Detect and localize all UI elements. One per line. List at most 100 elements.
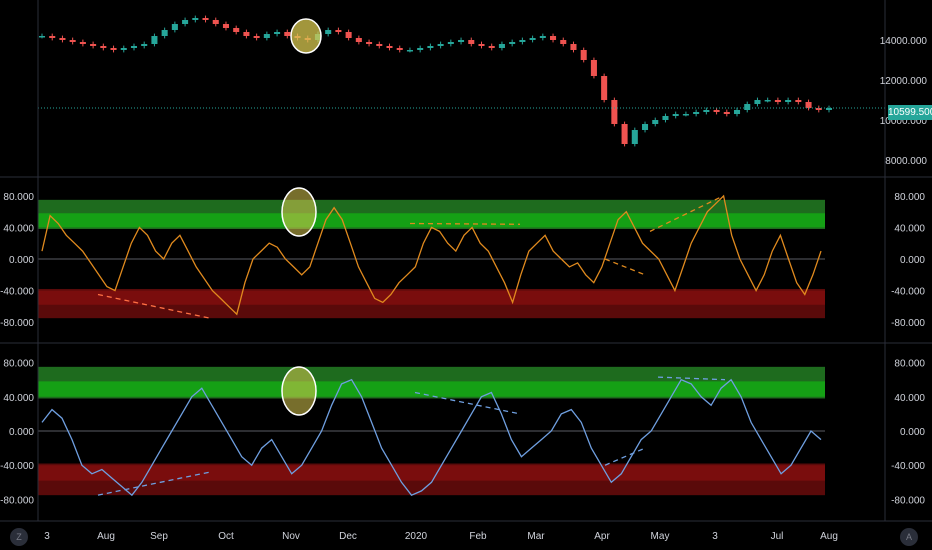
osc-axis-label-right: -80.000	[891, 495, 925, 506]
candle-body	[825, 108, 833, 110]
timezone-button[interactable]: Z	[10, 528, 28, 546]
time-axis-label: Oct	[218, 531, 234, 542]
candle-body	[713, 110, 720, 112]
time-axis-label: Jul	[771, 531, 784, 542]
candle-body	[130, 46, 138, 48]
auto-scale-button[interactable]: A	[900, 528, 918, 546]
candle-body	[284, 32, 291, 36]
divergence-line	[97, 471, 211, 496]
candle-body	[212, 20, 219, 24]
highlight-marker	[290, 18, 322, 54]
candle-body	[49, 36, 56, 38]
osc-axis-label-right: -40.000	[891, 287, 925, 298]
candle-body	[325, 30, 332, 34]
osc-axis-label-right: 80.000	[894, 359, 925, 370]
oscillator-line	[41, 194, 822, 316]
candle-body	[682, 114, 689, 116]
price-pane[interactable]	[38, 15, 885, 147]
candle-body	[478, 44, 485, 46]
candle-body	[488, 46, 495, 48]
candle-body	[519, 40, 526, 42]
overbought-inner-zone	[38, 213, 825, 228]
oscillator-pane-2[interactable]	[38, 366, 825, 497]
candle-body	[386, 46, 393, 48]
time-axis-label: Feb	[469, 531, 487, 542]
candle-body	[652, 120, 659, 124]
oversold-inner-zone	[38, 465, 825, 481]
candle-body	[447, 42, 454, 44]
price-axis-label: 12000.000	[880, 76, 928, 87]
time-axis-label: Aug	[97, 531, 115, 542]
time-axis-label: Sep	[150, 531, 168, 542]
candle-body	[253, 36, 260, 38]
candle-body	[345, 32, 352, 38]
osc-axis-label-right: -80.000	[891, 318, 925, 329]
osc-axis-label-right: 80.000	[894, 192, 925, 203]
candle-body	[570, 44, 577, 50]
candle-body	[621, 124, 628, 144]
osc-axis-label-left: -40.000	[0, 287, 34, 298]
osc-axis-label-left: 80.000	[3, 192, 34, 203]
candle-body	[733, 110, 741, 114]
overbought-inner-zone	[38, 381, 825, 397]
time-axis-label: Mar	[527, 531, 545, 542]
candle-body	[662, 116, 669, 120]
candle-body	[498, 44, 505, 48]
candle-body	[335, 30, 342, 32]
candle-body	[815, 108, 822, 110]
osc-axis-label-left: 40.000	[3, 393, 34, 404]
candle-body	[79, 42, 86, 44]
candle-body	[754, 100, 761, 104]
candle-body	[539, 36, 546, 38]
candle-body	[376, 44, 383, 46]
candle-body	[693, 112, 700, 114]
osc-axis-label-left: 40.000	[3, 223, 34, 234]
candle-body	[774, 100, 781, 102]
candle-body	[366, 42, 373, 44]
osc-axis-label-right: -40.000	[891, 461, 925, 472]
oscillator-line	[41, 378, 822, 497]
candle-body	[396, 48, 403, 50]
highlight-marker	[281, 187, 317, 237]
candle-body	[723, 112, 730, 114]
time-axis-label: Nov	[282, 531, 300, 542]
time-axis-label: Dec	[339, 531, 357, 542]
candle-body	[417, 48, 424, 50]
divergence-line	[604, 447, 646, 466]
candle-body	[233, 28, 240, 32]
time-axis-label: 2020	[405, 531, 428, 542]
osc-axis-label-left: -80.000	[0, 495, 34, 506]
candle-body	[764, 100, 771, 102]
oscillator-pane-1[interactable]	[38, 187, 825, 319]
candle-body	[468, 40, 475, 44]
candle-body	[171, 24, 178, 30]
divergence-line	[649, 196, 721, 232]
candle-body	[100, 46, 107, 48]
candle-body	[406, 50, 413, 52]
candle-body	[458, 40, 465, 42]
time-axis-label: 3	[712, 531, 718, 542]
divergence-line	[409, 222, 521, 225]
candle-body	[69, 40, 76, 42]
osc-axis-label-left: -80.000	[0, 318, 34, 329]
divergence-line	[657, 376, 726, 381]
candle-body	[795, 100, 802, 102]
osc-axis-label-left: -40.000	[0, 461, 34, 472]
candle-body	[744, 104, 751, 110]
time-axis-label: Aug	[820, 531, 838, 542]
osc-axis-label-left: 0.000	[9, 255, 34, 266]
divergence-line	[97, 293, 211, 319]
price-axis-label: 14000.000	[880, 36, 928, 47]
oversold-inner-zone	[38, 290, 825, 305]
osc-axis-label-right: 0.000	[900, 255, 925, 266]
candle-body	[355, 38, 362, 42]
candle-body	[509, 42, 516, 44]
candle-body	[59, 38, 66, 40]
candle-body	[38, 36, 46, 38]
candle-body	[805, 102, 812, 108]
candle-body	[672, 114, 679, 116]
candle-body	[90, 44, 97, 46]
candle-body	[560, 40, 567, 44]
